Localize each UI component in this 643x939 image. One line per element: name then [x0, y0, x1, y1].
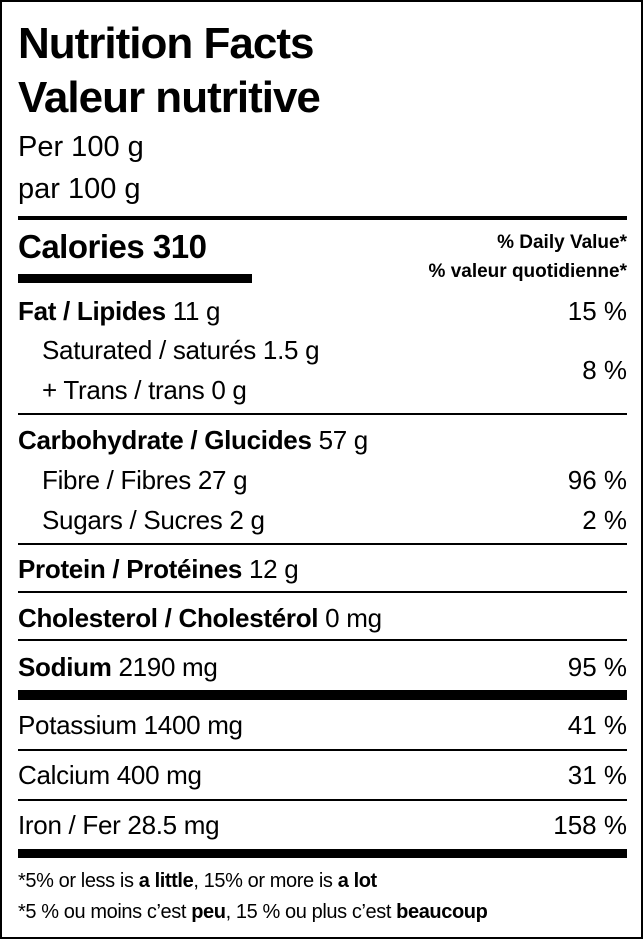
sodium-dv: 95 % — [567, 652, 627, 682]
trans-row: + Trans / trans 0 g — [42, 375, 247, 405]
fibre-row: Fibre / Fibres 27 g — [42, 465, 248, 495]
divider — [18, 591, 627, 593]
calcium-dv: 31 % — [567, 760, 627, 790]
title-fr: Valeur nutritive — [18, 73, 321, 122]
divider-thick — [18, 849, 627, 858]
daily-value-header-fr: % valeur quotidienne* — [428, 261, 627, 282]
carbohydrate-row: Carbohydrate / Glucides 57 g — [18, 425, 368, 455]
daily-value-header-en: % Daily Value* — [497, 232, 627, 253]
cholesterol-row: Cholesterol / Cholestérol 0 mg — [18, 603, 382, 633]
divider — [18, 413, 627, 415]
sat-trans-dv: 8 % — [582, 355, 627, 385]
fibre-dv: 96 % — [567, 465, 627, 495]
saturated-row: Saturated / saturés 1.5 g — [42, 335, 320, 365]
calories-label: Calories — [18, 228, 145, 265]
title-en: Nutrition Facts — [18, 19, 314, 68]
iron-dv: 158 % — [553, 810, 627, 840]
sugars-row: Sugars / Sucres 2 g — [42, 505, 265, 535]
divider — [18, 216, 627, 220]
serving-size-en: Per 100 g — [18, 131, 144, 163]
serving-size-fr: par 100 g — [18, 173, 141, 205]
potassium-row: Potassium 1400 mg — [18, 710, 243, 740]
fat-dv: 15 % — [567, 296, 627, 326]
potassium-dv: 41 % — [567, 710, 627, 740]
sugars-dv: 2 % — [582, 505, 627, 535]
calories-bar — [18, 274, 252, 283]
calories-value: 310 — [152, 228, 207, 265]
calcium-row: Calcium 400 mg — [18, 760, 202, 790]
divider — [18, 639, 627, 641]
footnote-fr: *5 % ou moins c’est peu, 15 % ou plus c’… — [18, 901, 488, 923]
iron-row: Iron / Fer 28.5 mg — [18, 810, 220, 840]
divider-thick — [18, 690, 627, 700]
divider — [18, 543, 627, 545]
footnote-en: *5% or less is a little, 15% or more is … — [18, 870, 377, 892]
divider — [18, 749, 627, 751]
protein-row: Protein / Protéines 12 g — [18, 554, 299, 584]
fat-row: Fat / Lipides 11 g — [18, 296, 221, 326]
calories-row: Calories 310 — [18, 228, 207, 265]
sodium-row: Sodium 2190 mg — [18, 652, 218, 682]
divider — [18, 799, 627, 801]
